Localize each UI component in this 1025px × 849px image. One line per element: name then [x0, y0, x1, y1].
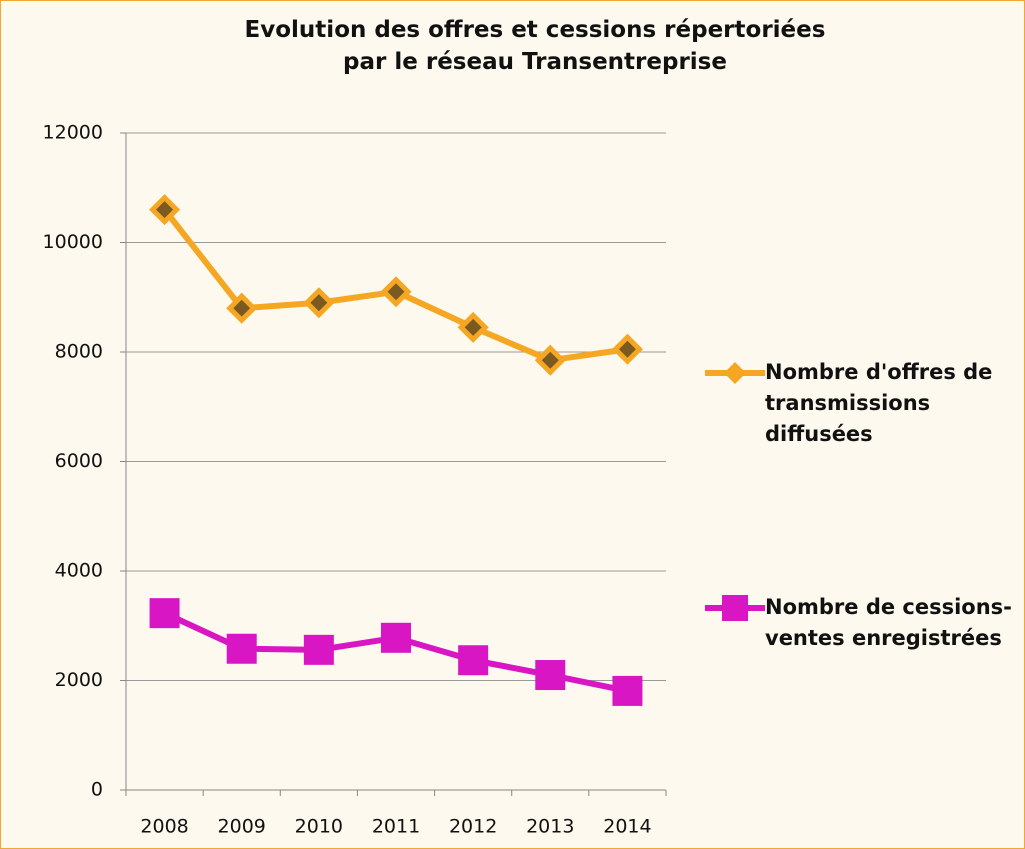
y-tick-label: 12000 [43, 122, 103, 144]
marker [535, 660, 566, 691]
x-tick-label: 2010 [295, 816, 343, 838]
legend-marker [724, 362, 746, 384]
marker [303, 287, 335, 319]
marker [534, 344, 566, 376]
x-tick-label: 2011 [372, 816, 420, 838]
marker [612, 675, 643, 706]
marker [149, 194, 181, 226]
x-tick-label: 2012 [449, 816, 497, 838]
y-tick-label: 4000 [55, 560, 103, 582]
marker [611, 333, 643, 365]
legend-label: Nombre d'offres de transmissions diffusé… [765, 360, 993, 446]
legend-marker [722, 595, 748, 621]
marker [226, 633, 257, 664]
marker [381, 622, 411, 653]
marker [226, 292, 258, 324]
y-tick-label: 8000 [55, 341, 103, 363]
x-tick-label: 2008 [140, 816, 188, 838]
marker [303, 634, 334, 665]
marker [458, 645, 489, 676]
marker [149, 598, 180, 629]
y-tick-label: 0 [91, 779, 103, 801]
marker [380, 276, 412, 308]
chart-title: Evolution des offres et cessions réperto… [244, 17, 826, 75]
x-tick-label: 2009 [218, 816, 266, 838]
y-tick-label: 10000 [43, 231, 103, 253]
x-tick-label: 2013 [526, 816, 574, 838]
x-tick-label: 2014 [603, 816, 651, 838]
y-tick-label: 2000 [55, 669, 103, 691]
legend-label: Nombre de cessions-ventes enregistrées [765, 595, 1012, 650]
marker [457, 311, 489, 343]
y-tick-label: 6000 [55, 450, 103, 472]
